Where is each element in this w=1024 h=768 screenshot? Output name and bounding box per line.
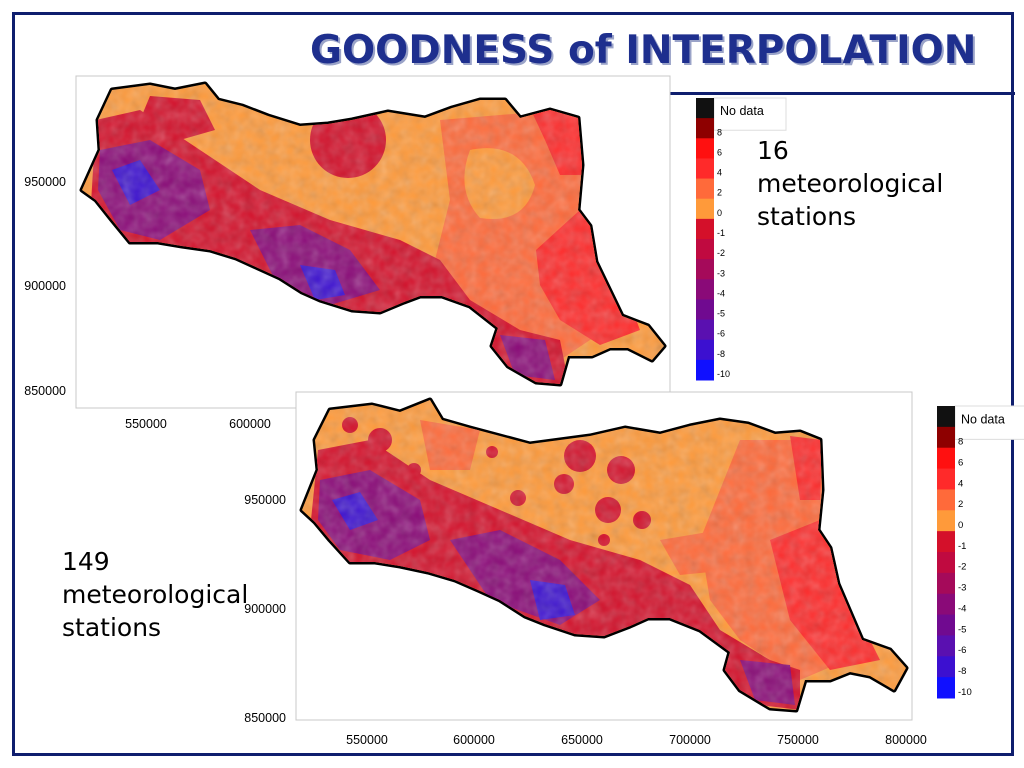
legend-swatch [696,359,714,381]
legend-label: 2 [958,499,963,510]
top-y-tick: 900000 [24,279,66,293]
top-y-tick: 850000 [24,384,66,398]
bottom-x-tick: 750000 [777,733,819,747]
legend-label: 8 [958,437,963,448]
bottom-y-tick: 850000 [244,711,286,725]
legend-swatch [696,239,714,260]
legend-swatch [937,447,955,470]
top-x-tick: 550000 [125,417,167,431]
legend-label: -3 [958,583,966,594]
legend-swatch [937,489,955,511]
top-map-caption: 16 meteorological stations [757,134,943,233]
legend-swatch [696,218,714,240]
top-x-tick: 600000 [229,417,271,431]
bottom-x-tick: 550000 [346,733,388,747]
legend-swatch [937,677,955,699]
legend-label: 8 [717,127,722,137]
bottom-x-tick: 650000 [561,733,603,747]
slide-frame [12,12,1014,756]
legend-nodata-label: No data [720,104,764,118]
legend-label: 0 [958,520,963,531]
legend-label: -1 [717,228,725,238]
legend-swatch [937,593,955,616]
legend-swatch [937,635,955,657]
top-caption-line: meteorological [757,169,944,198]
legend-label: -6 [958,645,966,656]
legend-label: 6 [958,457,963,468]
legend-label: 4 [717,168,722,178]
legend-swatch-no-data [696,98,714,119]
legend-label: -10 [717,369,730,379]
legend-label: -4 [717,288,725,298]
legend-swatch [696,299,714,321]
bottom-x-tick: 600000 [453,733,495,747]
legend-label: 4 [958,478,963,489]
legend-label: -5 [717,309,725,319]
bottom-map-legend: No data 8 6 4 2 0 -1 -2 -3 -4 -5 -6 -8 -10 [937,405,1024,699]
legend-swatch [696,339,714,361]
legend-swatch [696,319,714,341]
legend-swatch [696,138,714,159]
slide-title: GOODNESS of INTERPOLATION [310,28,977,73]
bottom-x-tick: 800000 [885,733,927,747]
legend-label: 2 [717,188,722,198]
legend-swatch [937,531,955,553]
legend-label: -8 [717,349,725,359]
legend-swatch [937,552,955,574]
legend-nodata-label: No data [961,413,1005,427]
legend-label: -5 [958,624,966,635]
bottom-caption-count: 149 [62,547,110,576]
top-caption-count: 16 [757,136,789,165]
top-map-y-axis: 950000 900000 850000 [24,175,66,398]
top-y-tick: 950000 [24,175,66,189]
bottom-map: 550000 600000 650000 700000 750000 80000… [244,391,1024,747]
legend-label: -2 [717,248,725,258]
legend-label: 0 [717,208,722,218]
legend-nodata-box [954,405,1024,440]
bottom-map-y-axis: 950000 900000 850000 [244,493,286,725]
legend-label: -4 [958,603,966,614]
legend-label: -8 [958,666,966,677]
legend-label: -3 [717,268,725,278]
legend-label: -2 [958,562,966,573]
legend-swatch-no-data [937,406,955,428]
bottom-y-tick: 950000 [244,493,286,507]
legend-swatch [937,426,955,449]
legend-swatch [696,259,714,280]
legend-swatch [937,614,955,636]
legend-label: 6 [717,147,722,157]
bottom-map-x-axis: 550000 600000 650000 700000 750000 80000… [346,733,927,747]
top-map: 550000 600000 700000 750000 800000 95000… [24,75,787,431]
legend-label: -6 [717,329,725,339]
legend-swatch [937,656,955,678]
title-underline [327,92,1015,95]
bottom-caption-line: meteorological [62,580,249,609]
legend-label: -1 [958,541,966,552]
bottom-map-caption: 149 meteorological stations [62,545,248,644]
legend-swatch [696,178,714,200]
bottom-x-tick: 700000 [669,733,711,747]
legend-swatch [937,572,955,595]
top-caption-line: stations [757,202,857,231]
bottom-y-tick: 900000 [244,602,286,616]
legend-swatch [696,279,714,300]
legend-swatch [937,468,955,490]
legend-swatch [696,198,714,220]
legend-label: -10 [958,687,972,698]
bottom-caption-line: stations [62,613,162,642]
top-map-legend: No data 8 6 4 2 0 -1 -2 -3 -4 -5 -6 -8 -10 [696,97,787,381]
legend-swatch [696,118,714,139]
legend-swatch [937,510,955,532]
legend-swatch [696,158,714,180]
